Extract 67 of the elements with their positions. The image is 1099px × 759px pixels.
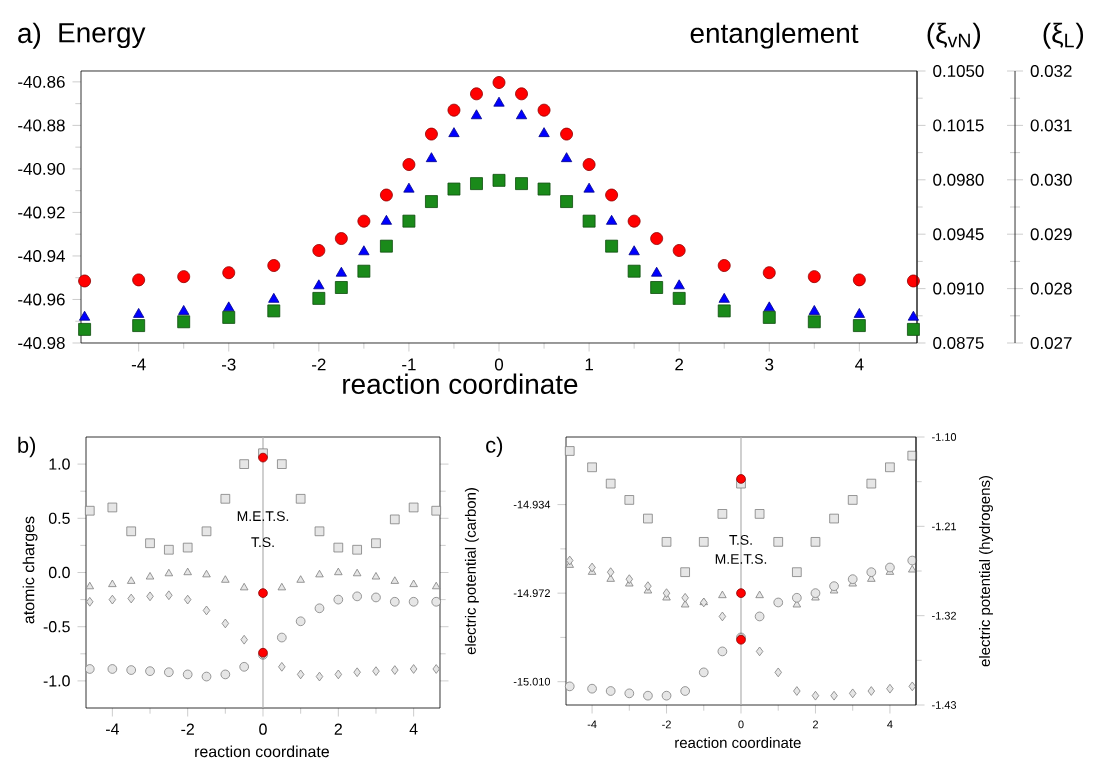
y-axis-title: Energy	[59, 23, 146, 49]
y2-tick-label: -1.43	[932, 701, 957, 709]
y-tick-label: -40.88	[18, 119, 65, 132]
chart-title: b)	[18, 436, 36, 458]
y-tick-label: -15.010	[513, 677, 551, 686]
y-axis-title: electric potential (carbon)	[464, 488, 479, 655]
x-tick-label: -4	[131, 358, 146, 371]
y2-tick-label: -1.21	[932, 522, 956, 531]
x-tick-label: -2	[662, 720, 671, 729]
y2-tick-label: 0.1015	[933, 119, 984, 132]
y-tick-label: -40.90	[18, 162, 65, 175]
y-tick-label: -14.972	[513, 589, 550, 597]
y-tick-label: -40.92	[18, 206, 65, 219]
y3-axis-title: (ξ$_{L}$)	[1043, 22, 1084, 49]
y3-tick-label: 0.030	[1030, 173, 1072, 186]
x-tick-label: -3	[221, 358, 236, 371]
y2-axis-title: (ξ$_{vN}$)	[927, 22, 981, 49]
y2-axis-title: electric potential (hydrogens)	[979, 476, 993, 667]
y-tick-label: 0.0	[48, 566, 70, 579]
y-tick-label: -40.98	[18, 337, 65, 349]
y2-tick-label: 0.0875	[933, 337, 984, 349]
y-tick-label: -40.94	[18, 249, 65, 262]
x-tick-label: 2	[334, 723, 342, 735]
x-axis-title: reaction coordinate	[195, 745, 329, 758]
y2-tick-label: 0.1050	[933, 65, 984, 77]
y3-tick-label: 0.027	[1030, 337, 1072, 349]
annotation: T.S.	[729, 534, 752, 545]
x-tick-label: 0	[494, 358, 504, 371]
y3-tick-label: 0.032	[1030, 65, 1072, 77]
x-tick-label: 0	[259, 723, 267, 735]
x-tick-label: 1	[585, 358, 593, 371]
x-tick-label: 2	[675, 358, 684, 371]
y2-tick-label: 0.0910	[933, 282, 984, 295]
annotation: T.S.	[251, 537, 274, 548]
x-axis-title: reaction coordinate	[343, 373, 578, 395]
text: entanglement	[690, 22, 859, 49]
x-tick-label: 4	[855, 358, 864, 371]
x-tick-label: 4	[409, 723, 418, 735]
x-tick-label: -2	[312, 358, 326, 371]
y2-tick-label: 0.0980	[933, 173, 984, 186]
x-tick-label: -4	[105, 723, 119, 735]
y-tick-label: 1.0	[49, 458, 70, 470]
chart-title: c)	[486, 436, 503, 458]
x-tick-label: 3	[765, 358, 774, 371]
y-tick-label: -40.86	[18, 75, 65, 88]
y-tick-label: -14.934	[513, 500, 551, 509]
y3-tick-label: 0.028	[1030, 282, 1072, 295]
x-tick-label: -4	[587, 720, 597, 729]
y2-tick-label: -1.10	[932, 433, 957, 441]
x-axis-title: reaction coordinate	[675, 737, 801, 749]
y-tick-label: -0.5	[43, 621, 70, 633]
x-tick-label: 4	[887, 720, 893, 729]
x-tick-label: -2	[181, 723, 194, 735]
annotation: M.E.T.S.	[237, 511, 289, 522]
x-tick-label: 0	[738, 720, 744, 729]
y-tick-label: -40.96	[18, 293, 65, 306]
y-tick-label: -1.0	[43, 675, 70, 687]
x-tick-label: -1	[402, 358, 416, 371]
chart-title: a)	[18, 22, 41, 49]
y3-tick-label: 0.031	[1030, 119, 1072, 132]
y-axis-title: atomic charges	[22, 516, 38, 624]
x-tick-label: 2	[812, 720, 818, 729]
annotation: M.E.T.S.	[715, 554, 767, 564]
y2-tick-label: 0.0945	[933, 228, 984, 241]
y3-tick-label: 0.029	[1030, 228, 1072, 241]
y-tick-label: 0.5	[48, 512, 70, 524]
y2-tick-label: -1.32	[932, 611, 956, 620]
